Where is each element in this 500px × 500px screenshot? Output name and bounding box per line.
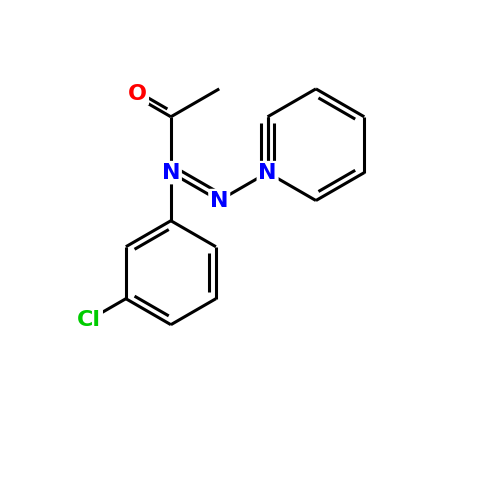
Text: N: N xyxy=(210,190,229,210)
Text: O: O xyxy=(128,84,148,103)
Text: N: N xyxy=(162,162,180,182)
Text: Cl: Cl xyxy=(77,310,101,330)
Text: N: N xyxy=(258,162,277,182)
